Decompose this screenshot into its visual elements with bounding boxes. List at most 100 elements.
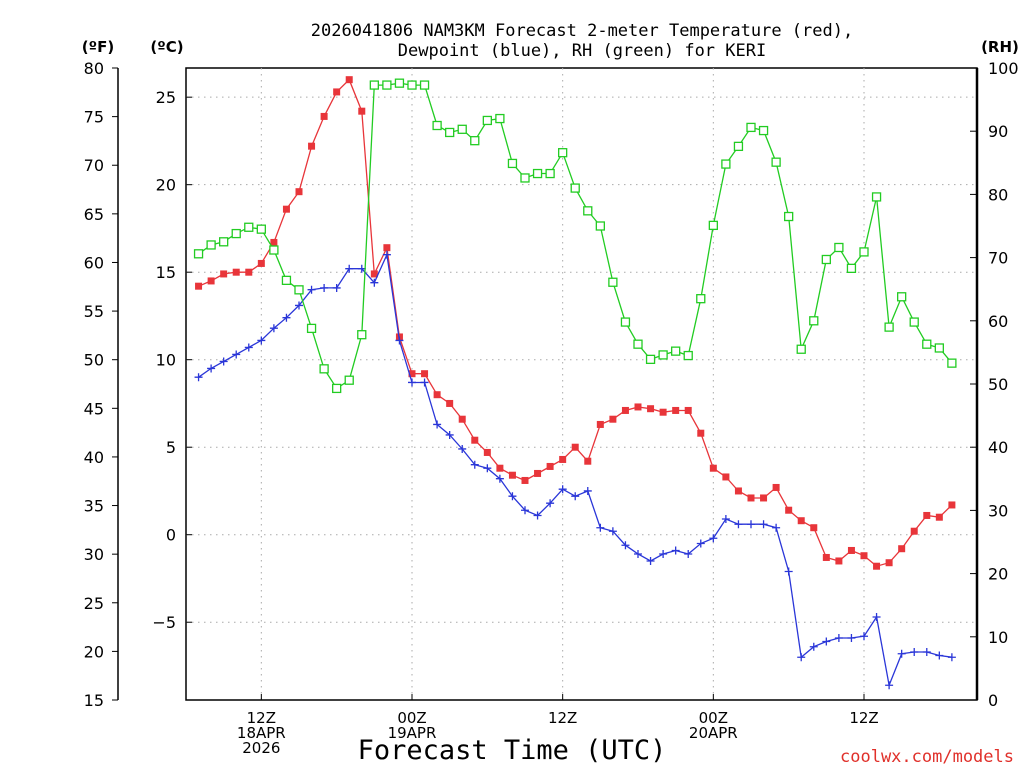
data-point [584,457,592,465]
data-point [872,612,881,621]
x-axis-title: Forecast Time (UTC) [358,735,667,766]
data-point [721,159,731,169]
celsius-tick-label: −5 [152,613,176,632]
data-point [245,268,253,276]
data-point [809,316,819,326]
data-point [521,506,529,515]
data-point [482,115,492,126]
data-point [193,249,204,259]
data-point [608,277,618,287]
data-point [420,378,429,387]
data-point [219,357,228,366]
data-point [483,448,491,456]
data-point [495,474,504,483]
data-point [507,158,518,169]
data-point [583,206,593,216]
data-point [835,557,843,565]
data-point [270,238,278,246]
data-point [521,476,529,484]
celsius-tick-label: 15 [156,263,176,282]
rh-tick-label: 40 [988,438,1008,457]
fahrenheit-tick-label: 35 [84,497,104,516]
chart-title-line1: 2026041806 NAM3KM Forecast 2-meter Tempe… [311,21,853,41]
data-point [860,632,868,641]
data-point [595,221,605,231]
rh-tick-label: 90 [988,122,1008,141]
data-point [219,237,229,247]
rh-axis: 0 10 20 30 40 50 60 70 80 90 100 [970,59,1019,710]
data-point [922,647,931,656]
data-point [571,492,580,501]
time-tick-label: 19APR [388,724,437,742]
data-point [458,415,466,423]
data-point [471,436,479,444]
data-point [647,405,655,413]
fahrenheit-tick-label: 75 [84,108,104,127]
data-point [784,211,794,222]
fahrenheit-tick-label: 70 [84,156,104,175]
data-point [382,80,392,90]
data-point [709,534,718,543]
data-point [821,254,831,265]
data-point [658,350,668,360]
data-point [332,383,342,394]
data-point [885,681,894,690]
data-point [871,192,882,202]
data-point [834,242,844,253]
data-point [358,107,366,115]
data-point [432,120,442,131]
data-point [609,415,617,423]
data-point [269,324,278,333]
data-point [419,80,430,90]
fahrenheit-tick-label: 55 [84,302,104,321]
celsius-axis-unit: (ºC) [150,38,183,56]
data-point [721,514,730,523]
data-point [634,403,642,411]
data-point [934,343,944,353]
data-point [345,264,354,273]
data-point [696,294,706,304]
data-point [281,275,292,286]
chart-title-line2: Dewpoint (blue), RH (green) for KERI [398,41,766,61]
data-point [834,633,843,642]
data-point [772,483,780,491]
fahrenheit-tick-label: 60 [84,253,104,272]
data-point [596,523,605,532]
data-point [546,499,555,508]
data-point [445,127,455,138]
data-point [408,378,416,387]
series-1 [194,250,956,690]
rh-tick-label: 30 [988,501,1008,520]
data-point [897,292,907,302]
celsius-axis: −5 0 5 10 15 20 25 [152,88,192,632]
data-point [947,358,957,368]
data-point [231,228,241,239]
data-point [621,541,630,550]
data-point [922,339,932,349]
data-point [558,485,567,494]
data-point [408,370,416,378]
data-point [634,549,642,558]
data-point [847,633,856,642]
data-point [269,245,279,255]
data-point [532,168,543,179]
data-point [621,406,629,414]
data-point [332,283,341,292]
data-point [433,391,441,399]
data-point [596,420,604,428]
data-point [470,136,480,146]
data-point [244,222,254,232]
gridlines [186,68,977,700]
data-point [708,220,718,231]
data-point [257,259,265,267]
data-point [232,350,241,359]
celsius-tick-label: 5 [166,438,176,457]
fahrenheit-axis-unit: (ºF) [82,38,114,56]
data-point [785,506,793,514]
data-point [947,653,956,662]
data-point [758,125,769,136]
data-point [446,399,454,407]
data-point [508,471,516,479]
rh-tick-label: 20 [988,565,1008,584]
series-0 [195,76,956,570]
